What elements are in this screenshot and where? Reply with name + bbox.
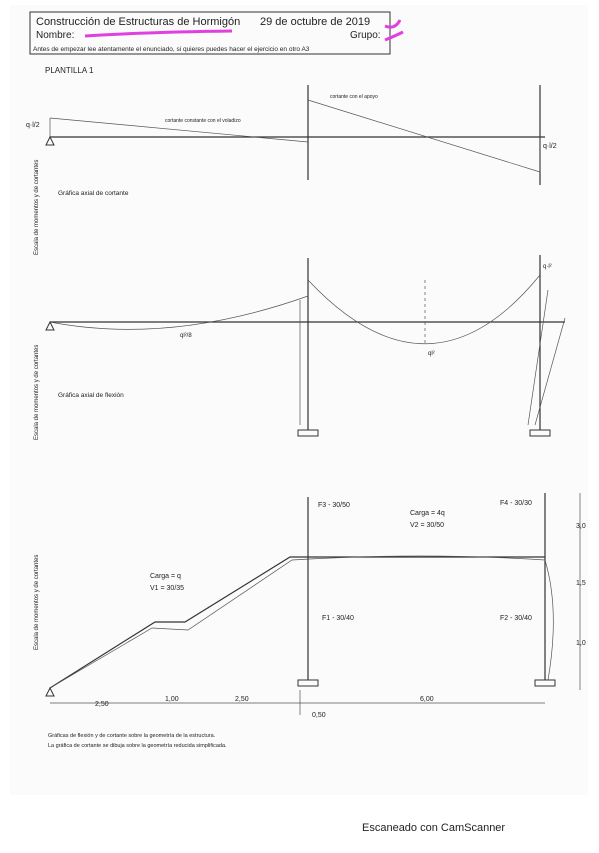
scale-label: Escala de momentos y de cortantes — [34, 160, 40, 255]
height: 1,5 — [576, 580, 586, 587]
height: 1,0 — [576, 640, 586, 647]
label: q·l² — [543, 264, 552, 270]
course: Construcción de Estructuras de Hormigón — [36, 16, 240, 28]
label: F4 - 30/30 — [500, 500, 532, 507]
label: q·l/2 — [26, 122, 40, 129]
dim: 0,50 — [312, 712, 326, 719]
label: Carga = q — [150, 573, 181, 580]
footer: Escaneado con CamScanner — [362, 822, 505, 834]
scale-label: Escala de momentos y de cortantes — [34, 345, 40, 440]
instructions: Antes de empezar lee atentamente el enun… — [33, 46, 310, 53]
scale-label: Escala de momentos y de cortantes — [34, 555, 40, 650]
caption: Gráfica axial de flexión — [58, 392, 124, 399]
note: Gráficas de flexión y de cortante sobre … — [48, 733, 216, 739]
label: Carga = 4q — [410, 510, 445, 517]
dim: 2,50 — [235, 696, 249, 703]
note: cortante constante con el voladizo — [165, 118, 241, 124]
label: F1 - 30/40 — [322, 615, 354, 622]
pink-mark — [384, 30, 404, 42]
label: V1 = 30/35 — [150, 585, 184, 592]
label: ql² — [428, 351, 435, 357]
label: ql²/8 — [180, 333, 192, 339]
sheet-title: PLANTILLA 1 — [45, 66, 94, 75]
caption: Gráfica axial de cortante — [58, 190, 129, 197]
note: cortante con el apoyo — [330, 94, 378, 100]
label: q·l/2 — [543, 143, 557, 150]
height: 3,0 — [576, 523, 586, 530]
dim: 6,00 — [420, 696, 434, 703]
group-label: Grupo: — [350, 30, 381, 41]
date: 29 de octubre de 2019 — [260, 16, 370, 28]
dim: 2,50 — [95, 701, 109, 708]
diagram-bending: ql²/8 ql² q·l² Gráfica axial de flexión … — [34, 255, 566, 440]
header-box — [29, 11, 391, 55]
label: F2 - 30/40 — [500, 615, 532, 622]
pink-mark — [84, 29, 233, 38]
paper — [10, 5, 588, 795]
diagram-structure: F3 - 30/50 F4 - 30/30 Carga = q V1 = 30/… — [34, 493, 586, 719]
name-label: Nombre: — [36, 30, 74, 41]
label: V2 = 30/50 — [410, 522, 444, 529]
dim: 1,00 — [165, 696, 179, 703]
label: F3 - 30/50 — [318, 502, 350, 509]
pink-mark — [384, 19, 402, 29]
note: La gráfica de cortante se dibuja sobre l… — [48, 743, 227, 749]
diagram-shear: q·l/2 q·l/2 cortante constante con el vo… — [26, 85, 557, 255]
